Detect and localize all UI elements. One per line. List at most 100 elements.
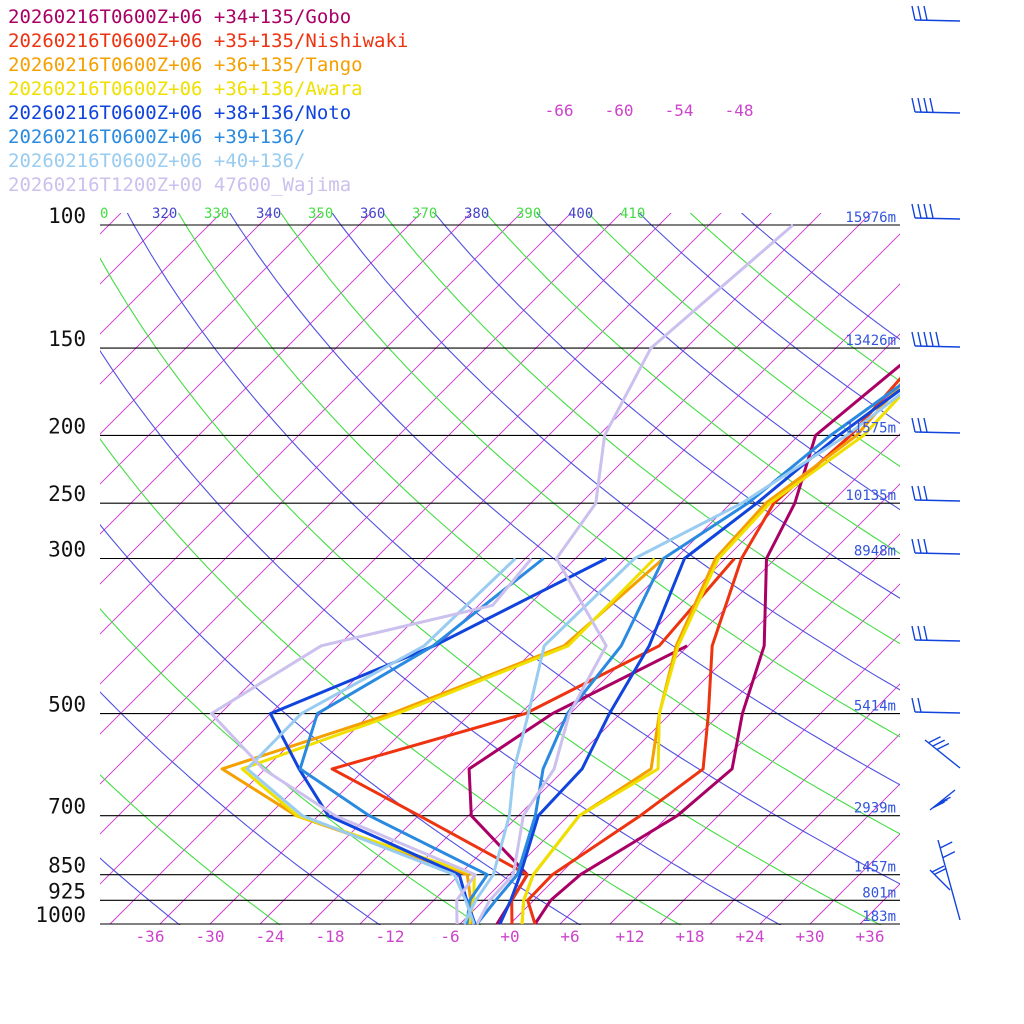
- isotherm-line: [100, 213, 322, 435]
- temperature-tick-label: +6: [560, 927, 579, 946]
- dry-adiabat-line: [100, 691, 381, 925]
- dry-adiabat-line: [100, 774, 281, 925]
- theta-label: 0: [100, 206, 108, 222]
- isotherm-line: [100, 213, 222, 335]
- theta-label: 360: [360, 206, 385, 222]
- dry-adiabat-line: [100, 257, 882, 925]
- temperature-tick-labels: -36 -30 -24 -18 -12 -6 +0 +6 +12 +18 +24 +30 +36: [136, 927, 885, 946]
- wind-barb: [911, 417, 961, 434]
- wind-barb: [911, 538, 961, 555]
- legend-entry: 20260216T0600Z+06 +35+135/Nishiwaki: [8, 30, 408, 52]
- temperature-tick-label: -30: [196, 927, 225, 946]
- height-label: 8948m: [854, 544, 896, 560]
- dry-adiabat-line: [382, 213, 900, 645]
- isotherm-line: [1010, 193, 1024, 924]
- dry-adiabat-line: [689, 213, 900, 382]
- isotherm-line: [100, 213, 422, 535]
- theta-label: 320: [152, 206, 177, 222]
- profile-temperature-40-136: [462, 392, 900, 925]
- temperature-tick-label: -18: [316, 927, 345, 946]
- pressure-label: 150: [48, 327, 86, 351]
- theta-label: 380: [464, 206, 489, 222]
- legend-entry: 20260216T1200Z+00 47600_Wajima: [8, 174, 351, 196]
- temperature-tick-label: +30: [796, 927, 825, 946]
- isotherm-line: [100, 213, 372, 485]
- pressure-label: 200: [48, 414, 86, 438]
- wind-barbs: [911, 5, 961, 921]
- profile-dewpoint-40-136: [245, 557, 517, 925]
- top-temperature-label: -48: [725, 101, 754, 120]
- theta-label: 390: [516, 206, 541, 222]
- isotherm-line: [759, 783, 900, 925]
- profile-dewpoint-39-136: [298, 557, 545, 925]
- isotherm-line: [559, 583, 900, 925]
- theta-label: 410: [620, 206, 645, 222]
- height-label: 183m: [862, 909, 896, 925]
- top-temperature-label: -66: [545, 101, 574, 120]
- isotherm-line: [960, 193, 1024, 924]
- height-label: 15976m: [845, 210, 896, 226]
- pressure-label: 700: [48, 795, 86, 819]
- height-label: 2939m: [854, 801, 896, 817]
- height-label: 1457m: [854, 860, 896, 876]
- isotherm-line: [609, 633, 900, 925]
- dry-adiabat-line: [0, 193, 96, 939]
- isotherm-line: [910, 193, 1024, 924]
- profile-dewpoint-nishiwaki: [330, 557, 736, 925]
- dry-adiabat-line: [229, 213, 900, 786]
- theta-labels: 0 320 330 340 350 360 370 380 390 400 410: [100, 206, 645, 222]
- legend-entry: 20260216T0600Z+06 +36+135/Tango: [8, 54, 363, 76]
- height-label: 801m: [862, 885, 896, 901]
- legend: 20260216T0600Z+06 +34+135/Gobo20260216T0…: [8, 6, 408, 196]
- wind-barb: [937, 839, 961, 921]
- height-label: 13426m: [845, 333, 896, 349]
- height-labels: 15976m 13426m 11575m 10135m 8948m 5414m 2939m 1…: [845, 210, 896, 925]
- temperature-tick-label: -12: [376, 927, 405, 946]
- wind-barb: [911, 203, 961, 220]
- profile-temperature-gobo: [533, 363, 900, 925]
- legend-entry: 20260216T0600Z+06 +34+135/Gobo: [8, 6, 351, 28]
- profile-temperature-noto: [498, 388, 900, 925]
- isotherm-line: [659, 683, 900, 925]
- isotherm-line: [100, 213, 272, 385]
- wind-barb: [911, 331, 961, 348]
- dry-adiabat-line: [331, 213, 900, 691]
- temperature-tick-label: +24: [736, 927, 765, 946]
- legend-entry: 20260216T0600Z+06 +40+136/: [8, 150, 305, 172]
- profile-temperature-39-136: [475, 383, 900, 925]
- dry-adiabat-line: [484, 213, 900, 555]
- temperature-tick-label: +18: [676, 927, 705, 946]
- pressure-label: 1000: [35, 903, 86, 927]
- top-temperature-label: -54: [665, 101, 694, 120]
- theta-label: 330: [204, 206, 229, 222]
- theta-label: 340: [256, 206, 281, 222]
- top-temperature-labels: -66 -60 -54 -48: [545, 101, 754, 120]
- wind-barb: [911, 485, 961, 502]
- wind-barb: [924, 736, 961, 769]
- wind-barb: [911, 97, 961, 114]
- dry-adiabat-line: [100, 523, 582, 925]
- profile-temperature-awara: [520, 394, 900, 925]
- theta-label: 350: [308, 206, 333, 222]
- pressure-label: 300: [48, 538, 86, 562]
- height-label: 10135m: [845, 488, 896, 504]
- legend-entry: 20260216T0600Z+06 +38+136/Noto: [8, 102, 351, 124]
- sounding-profiles: [209, 223, 900, 925]
- pressure-label: 500: [48, 693, 86, 717]
- isotherm-line: [709, 733, 900, 925]
- isotherm-line: [0, 193, 41, 924]
- temperature-tick-label: -6: [440, 927, 459, 946]
- wind-barb: [911, 625, 961, 642]
- profile-dewpoint-47600-wajima: [209, 557, 533, 925]
- dry-adiabat-lines: [0, 193, 900, 939]
- theta-label: 370: [412, 206, 437, 222]
- wind-barb: [911, 697, 961, 714]
- pressure-label: 250: [48, 482, 86, 506]
- dry-adiabat-line: [100, 607, 482, 925]
- wind-barb: [929, 789, 956, 811]
- height-label: 5414m: [854, 699, 896, 715]
- temperature-tick-label: -24: [256, 927, 285, 946]
- temperature-tick-label: +12: [616, 927, 645, 946]
